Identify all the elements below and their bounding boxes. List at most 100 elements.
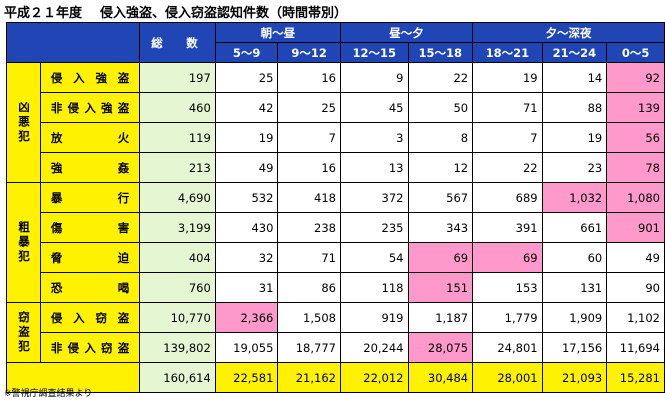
value-cell: 42 <box>214 92 279 123</box>
crime-name: 強姦 <box>50 160 130 175</box>
crime-label: 放火 <box>39 122 141 153</box>
value-cell: 343 <box>407 212 474 243</box>
header-total: 総 数 <box>139 22 216 63</box>
row-total: 4,690 <box>139 182 216 213</box>
header-slot: 0～5 <box>606 42 665 63</box>
crime-time-table: 総 数 朝～昼 昼～夕 夕～深夜 5～9 9～12 12～15 15～18 18… <box>5 22 665 393</box>
row-total: 760 <box>139 272 216 303</box>
value-cell: 69 <box>472 242 543 273</box>
value-cell: 19 <box>541 122 608 153</box>
value-cell: 1,187 <box>407 302 474 333</box>
value-cell: 20,244 <box>339 332 409 363</box>
crime-label: 恐喝 <box>39 272 141 303</box>
value-cell: 118 <box>339 272 409 303</box>
value-cell: 86 <box>277 272 341 303</box>
page-title: 平成２１年度 侵入強盗、侵入窃盗認知件数（時間帯別） <box>4 2 347 21</box>
table-row: 非侵入窃盗 139,802 19,055 18,777 20,244 28,075 24,8… <box>7 332 665 363</box>
value-cell: 532 <box>214 182 279 213</box>
value-cell: 71 <box>277 242 341 273</box>
value-cell: 19 <box>214 122 279 153</box>
table-body: 総 数 朝～昼 昼～夕 夕～深夜 5～9 9～12 12～15 15～18 18… <box>5 22 665 393</box>
crime-name: 恐喝 <box>50 280 130 295</box>
row-total: 460 <box>139 92 216 123</box>
table-row: 恐喝 760 31 86 118 151 153 131 90 <box>7 272 665 303</box>
header-corner <box>5 22 141 63</box>
value-cell: 139 <box>606 92 665 123</box>
crime-label: 暴行 <box>39 182 141 213</box>
value-cell: 131 <box>541 272 608 303</box>
totals-label <box>5 362 141 393</box>
category-label: 粗暴犯 <box>6 182 41 303</box>
header-slot: 12～15 <box>339 42 409 63</box>
value-cell: 71 <box>472 92 543 123</box>
title-subject: 侵入強盗、侵入窃盗認知件数（時間帯別） <box>100 6 348 21</box>
value-cell: 11,694 <box>606 332 665 363</box>
value-cell: 60 <box>541 242 608 273</box>
value-cell: 18,777 <box>277 332 341 363</box>
value-cell: 9 <box>339 62 409 93</box>
value-cell: 1,909 <box>541 302 608 333</box>
slot-total: 15,281 <box>606 362 665 393</box>
table-row: 傷害 3,199 430 238 235 343 391 661 901 <box>7 212 665 243</box>
crime-name: 非侵入窃盗 <box>50 340 130 355</box>
row-total: 10,770 <box>139 302 216 333</box>
value-cell: 1,779 <box>472 302 543 333</box>
totals-row: 160,614 22,581 21,162 22,012 30,484 28,001 21,… <box>5 362 665 393</box>
value-cell: 24,801 <box>472 332 543 363</box>
crime-label: 非侵入強盗 <box>39 92 141 123</box>
category-label: 窃盗犯 <box>6 302 41 363</box>
value-cell: 13 <box>339 152 409 183</box>
value-cell: 430 <box>214 212 279 243</box>
row-total: 213 <box>139 152 216 183</box>
slot-total: 30,484 <box>407 362 474 393</box>
table-row: 窃盗犯 侵入窃盗 10,770 2,366 1,508 919 1,187 1,779 1,90… <box>6 302 665 363</box>
slot-total: 22,012 <box>339 362 409 393</box>
value-cell: 50 <box>407 92 474 123</box>
crime-name: 侵入強盗 <box>50 70 130 85</box>
value-cell: 7 <box>472 122 543 153</box>
source-note: ※警視庁調査結果より <box>4 389 93 399</box>
value-cell: 567 <box>407 182 474 213</box>
value-cell: 25 <box>214 62 279 93</box>
table-row: 脅迫 404 32 71 54 69 69 60 49 <box>7 242 665 273</box>
slot-total: 28,001 <box>472 362 543 393</box>
crime-label: 非侵入窃盗 <box>39 332 141 363</box>
crime-label: 強姦 <box>39 152 141 183</box>
header-group-afternoon: 昼～夕 <box>339 22 474 43</box>
crime-name: 暴行 <box>50 190 130 205</box>
value-cell: 12 <box>407 152 474 183</box>
crime-name: 傷害 <box>50 220 130 235</box>
slot-total: 21,162 <box>277 362 341 393</box>
crime-label: 侵入強盗 <box>39 62 141 93</box>
value-cell: 69 <box>407 242 474 273</box>
crime-label: 脅迫 <box>39 242 141 273</box>
value-cell: 56 <box>606 122 665 153</box>
value-cell: 90 <box>606 272 665 303</box>
value-cell: 16 <box>277 62 341 93</box>
slot-total: 22,581 <box>214 362 279 393</box>
row-total: 3,199 <box>139 212 216 243</box>
value-cell: 689 <box>472 182 543 213</box>
table-row: 放火 119 19 7 3 8 7 19 56 <box>7 122 665 153</box>
row-total: 197 <box>139 62 216 93</box>
value-cell: 1,032 <box>541 182 608 213</box>
value-cell: 153 <box>472 272 543 303</box>
value-cell: 19,055 <box>214 332 279 363</box>
crime-name: 脅迫 <box>50 250 130 265</box>
value-cell: 8 <box>407 122 474 153</box>
header-slot: 9～12 <box>277 42 341 63</box>
header-row-slots: 5～9 9～12 12～15 15～18 18～21 21～24 0～5 <box>7 42 665 63</box>
value-cell: 92 <box>606 62 665 93</box>
value-cell: 2,366 <box>214 302 279 333</box>
table-row: 凶悪犯 侵入強盗 197 25 16 9 22 19 14 92 <box>6 62 665 183</box>
crime-name: 放火 <box>50 130 130 145</box>
value-cell: 919 <box>339 302 409 333</box>
value-cell: 23 <box>541 152 608 183</box>
value-cell: 45 <box>339 92 409 123</box>
value-cell: 19 <box>472 62 543 93</box>
table-row: 粗暴犯 暴行 4,690 532 418 372 567 689 1,032 1,080 <box>6 182 665 303</box>
value-cell: 49 <box>606 242 665 273</box>
value-cell: 7 <box>277 122 341 153</box>
value-cell: 49 <box>214 152 279 183</box>
value-cell: 17,156 <box>541 332 608 363</box>
